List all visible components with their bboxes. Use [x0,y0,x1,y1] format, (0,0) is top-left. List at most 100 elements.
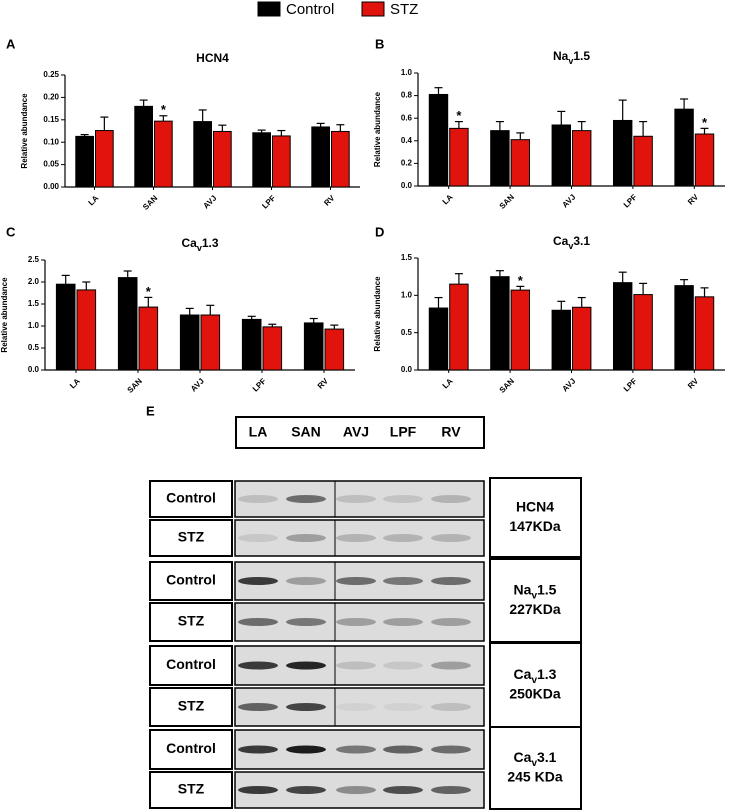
x-tick-label: AVJ [189,377,206,394]
protein-box [489,726,582,810]
chart-title-part: 1.3 [202,236,219,250]
significance-marker: * [161,102,167,117]
row-label-box [149,480,233,518]
protein-name-part: 3.1 [537,749,557,765]
blot-band [286,495,326,503]
y-axis-label: Relative abundance [20,93,29,169]
protein-name: Cav3.1 [514,749,557,769]
blot-band [431,577,471,585]
blot-band [431,703,471,711]
row-label: Control [166,656,216,672]
blot-band [336,745,376,754]
bar [449,283,469,371]
blot-band [238,577,278,585]
blot-band [286,745,326,754]
chart-title-part: v [568,56,573,66]
bar [510,139,531,187]
y-tick-label: 1.5 [28,299,40,308]
bar [694,296,715,371]
bar [200,314,221,371]
bar [572,306,592,371]
chart-title-part: v [197,243,202,253]
legend-label: Control [286,1,334,18]
blot-band [431,618,471,626]
row-label: STZ [178,613,205,629]
bar [213,130,232,188]
lane-label: LPF [390,424,417,440]
significance-marker: * [146,284,152,299]
blot-band [431,495,471,503]
blot-band [431,661,471,670]
blot-band [286,577,326,585]
y-tick-label: 0.15 [43,115,59,124]
x-tick-label: LPF [251,376,268,393]
protein-name: Nav1.5 [514,581,557,601]
bar [241,318,262,371]
protein-name-part: v [531,675,537,686]
bar [272,135,291,188]
bar [303,322,324,371]
blot-band [383,577,423,585]
bar [674,108,694,187]
chart-title-part: 3.1 [573,234,590,248]
x-tick-label: LA [86,193,100,207]
bar [179,314,200,371]
row-label: STZ [178,698,205,714]
blot-band [286,786,326,794]
bar [490,276,510,371]
protein-name-part: 1.5 [537,581,557,597]
bar [551,124,572,187]
bar [134,105,154,188]
row-label-box [149,645,233,686]
row-label-box [149,602,233,642]
bar [252,132,272,188]
chart-title-part: Na [553,49,569,63]
y-tick-label: 0.4 [401,136,413,145]
chart-title: HCN4 [196,51,229,65]
blot-band [383,786,423,794]
row-label-box [149,519,233,557]
blot-band [336,618,376,626]
x-tick-label: RV [686,376,701,391]
bar [551,309,572,371]
row-label-box [149,561,233,601]
y-axis-label: Relative abundance [373,91,382,167]
x-tick-label: LA [441,192,455,206]
bar [138,306,159,371]
y-tick-label: 0.20 [43,93,59,102]
bar [76,289,97,371]
x-tick-label: AVJ [201,194,218,211]
blot-band [238,786,278,794]
legend-swatch [257,1,281,17]
blot-band [431,534,471,542]
protein-name-part: 1.3 [537,666,557,682]
legend-label: STZ [390,1,418,18]
protein-name-part: Ca [514,666,532,682]
blot-band [336,495,376,503]
y-tick-label: 2.0 [28,277,40,286]
protein-name: Cav1.3 [514,666,557,686]
chart-title: Nav1.5 [553,49,590,66]
y-tick-label: 2.5 [28,255,40,264]
y-tick-label: 0.25 [43,70,59,79]
blot-band [238,618,278,626]
y-tick-label: 0.10 [43,137,59,146]
protein-box [489,558,582,643]
x-tick-label: LPF [260,193,277,210]
blot-band [336,703,376,711]
protein-box [489,642,582,728]
protein-name-part: Na [514,581,532,597]
chart-title-part: Ca [181,236,197,250]
legend-swatch [361,1,385,17]
x-tick-label: AVJ [560,193,577,210]
bar [612,119,633,187]
blot-band [238,703,278,711]
blot-band [238,661,278,670]
bar [262,326,283,371]
significance-marker: * [518,273,524,288]
x-tick-label: LA [68,376,82,390]
x-tick-label: RV [322,193,337,208]
bar [117,277,138,371]
lane-label: SAN [291,424,321,440]
y-tick-label: 0.00 [43,182,59,191]
